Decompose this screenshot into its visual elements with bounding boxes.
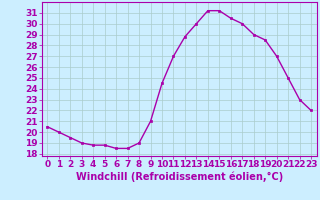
X-axis label: Windchill (Refroidissement éolien,°C): Windchill (Refroidissement éolien,°C)	[76, 172, 283, 182]
